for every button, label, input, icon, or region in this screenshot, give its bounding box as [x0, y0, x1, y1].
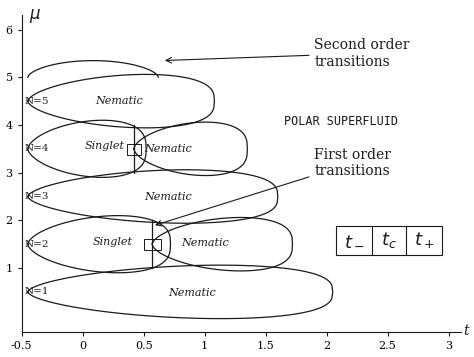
Text: Singlet: Singlet	[92, 237, 132, 247]
Text: POLAR SUPERFLUID: POLAR SUPERFLUID	[284, 115, 398, 128]
Text: Singlet: Singlet	[85, 141, 125, 151]
Text: N=4: N=4	[24, 144, 49, 153]
Text: $\mu$: $\mu$	[29, 7, 41, 25]
Text: First order
transitions: First order transitions	[156, 148, 392, 226]
Text: t: t	[463, 324, 469, 338]
Text: $t_c$: $t_c$	[381, 230, 397, 250]
Text: N=5: N=5	[24, 97, 49, 106]
Bar	[337, 226, 443, 255]
Text: Second order
transitions: Second order transitions	[166, 38, 410, 69]
Text: $t_+$: $t_+$	[414, 230, 435, 250]
Text: Nematic: Nematic	[144, 144, 192, 154]
Bar	[127, 144, 141, 155]
Text: Nematic: Nematic	[144, 191, 192, 201]
Text: N=2: N=2	[24, 240, 49, 249]
Text: N=1: N=1	[24, 287, 49, 296]
Text: Nematic: Nematic	[95, 96, 143, 106]
Bar	[144, 240, 161, 250]
Text: Nematic: Nematic	[169, 288, 216, 298]
Text: $t_-$: $t_-$	[344, 231, 365, 250]
Text: N=3: N=3	[24, 192, 49, 201]
Text: Nematic: Nematic	[181, 238, 228, 248]
